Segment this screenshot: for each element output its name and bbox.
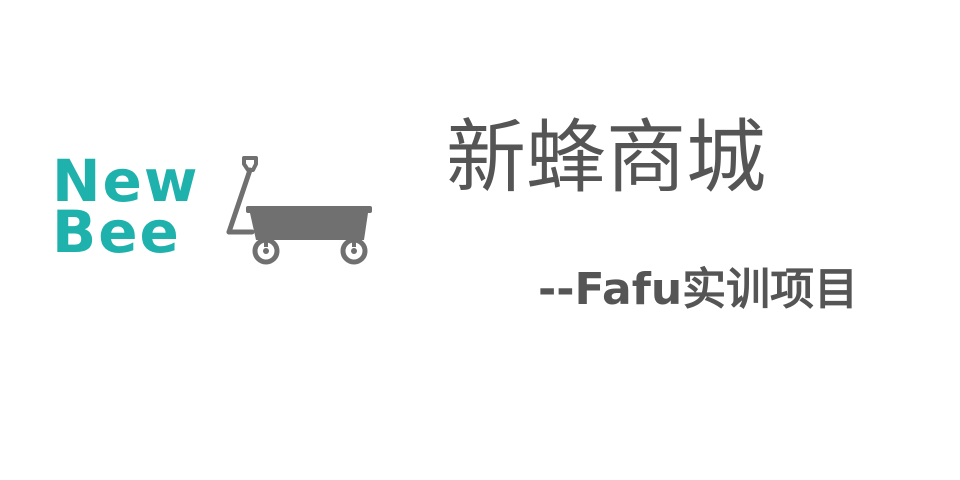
page-title: 新蜂商城: [446, 111, 766, 204]
logo-text-bee: Bee: [52, 198, 181, 266]
page-subtitle: --Fafu实训项目: [538, 264, 859, 315]
logo-text-new: New: [52, 147, 200, 215]
wagon-cart-icon: [226, 156, 372, 265]
